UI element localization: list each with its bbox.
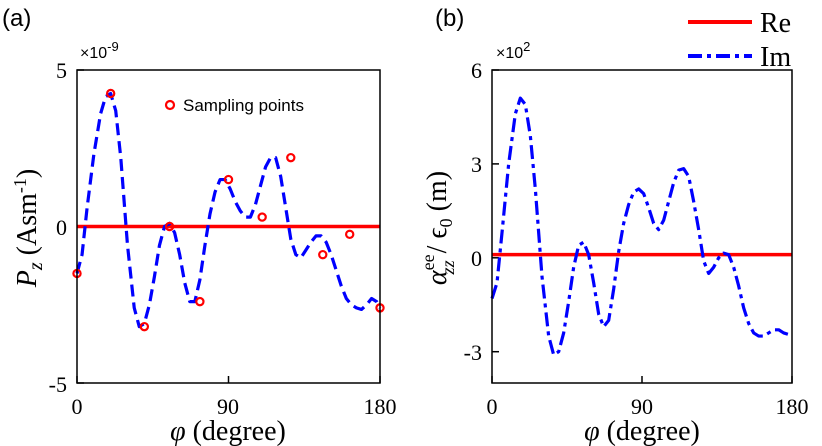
sampling-point xyxy=(223,174,234,185)
legend: Re Im xyxy=(688,8,791,73)
panel-b-frame xyxy=(491,69,793,384)
panel-b-ytick-label: -3 xyxy=(464,340,482,365)
panel-a-multiplier: ×10-9 xyxy=(80,39,119,62)
legend-re-label: Re xyxy=(760,8,791,39)
panel-b-xtick-label: 90 xyxy=(631,394,653,419)
panel-a-ylabel: Pz (Asm-1) xyxy=(10,169,47,288)
panel-a: (a) ×10-9 Pz (Asm-1) φ (degree) 5 0 -5 0… xyxy=(2,5,397,446)
panel-a-ytick-label: -5 xyxy=(49,372,67,397)
sampling-legend-label: Sampling points xyxy=(183,96,304,115)
panel-a-label: (a) xyxy=(2,5,31,32)
panel-b: (b) ×102 αeezz / ϵ0 (m) φ (degree) 6 3 0… xyxy=(418,5,809,446)
panel-b-ytick-label: 0 xyxy=(471,246,482,271)
sampling-legend-marker xyxy=(164,99,176,111)
sampling-point xyxy=(257,212,267,222)
panel-b-ylabel: αeezz / ϵ0 (m) xyxy=(418,171,458,285)
panel-b-ytick-label: 3 xyxy=(471,152,482,177)
panel-a-ytick-label: 5 xyxy=(56,58,67,83)
panel-a-xtick-label: 180 xyxy=(364,394,397,419)
panel-a-ytick-label: 0 xyxy=(56,215,67,240)
sampling-point xyxy=(139,321,150,332)
panel-b-label: (b) xyxy=(435,5,464,32)
panel-b-xlabel: φ (degree) xyxy=(584,416,700,446)
sampling-point xyxy=(318,249,328,260)
sampling-point xyxy=(195,296,205,307)
panel-a-xlabel: φ (degree) xyxy=(170,416,286,446)
panel-a-plot-area xyxy=(72,69,385,384)
legend-im-label: Im xyxy=(760,42,791,73)
panel-b-ytick-label: 6 xyxy=(471,58,482,83)
panel-b-multiplier: ×102 xyxy=(496,39,530,62)
panel-a-xtick-label: 0 xyxy=(72,394,83,419)
panel-b-xtick-label: 0 xyxy=(487,394,498,419)
sampling-point xyxy=(345,229,355,240)
panel-b-xtick-label: 180 xyxy=(776,394,809,419)
panel-b-plot-area xyxy=(490,69,793,383)
panel-a-series-im xyxy=(75,91,382,329)
panel-b-series-im xyxy=(490,96,793,357)
panel-a-frame xyxy=(76,69,381,384)
sampling-point xyxy=(286,152,296,163)
sampling-point xyxy=(105,88,116,99)
panel-a-xtick-label: 90 xyxy=(217,394,239,419)
sampling-point xyxy=(164,221,175,232)
